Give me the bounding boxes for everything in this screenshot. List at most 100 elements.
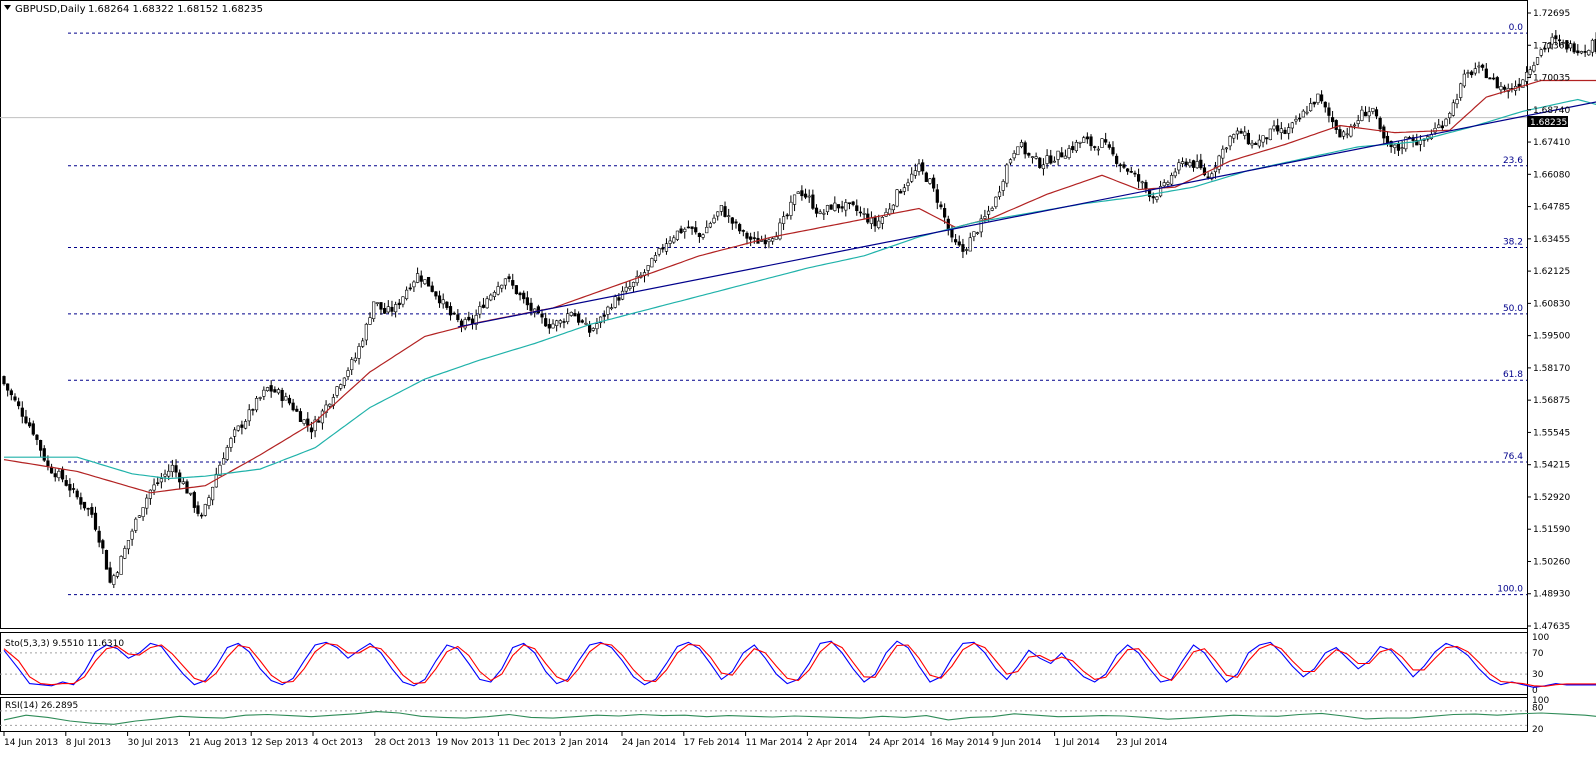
moving-average-teal-line	[4, 98, 1596, 480]
candle-body	[430, 285, 434, 292]
stochastic-tick-label: 70	[1532, 649, 1544, 659]
candle-body	[1455, 99, 1459, 105]
candle-body	[1477, 65, 1481, 68]
candle-body	[448, 306, 453, 316]
candle-body	[840, 206, 844, 209]
candle-body	[459, 320, 464, 326]
candle-body	[800, 190, 804, 197]
candle-body	[1166, 182, 1170, 185]
rsi-title: RSI(14) 26.2895	[5, 701, 78, 711]
candle-body	[522, 292, 526, 300]
candle-body	[928, 178, 932, 184]
candle-body	[192, 492, 196, 508]
candle-body	[306, 418, 310, 426]
candle-body	[566, 313, 570, 323]
candle-body	[1060, 152, 1064, 158]
candle-body	[1287, 127, 1291, 134]
candle-body	[983, 216, 987, 219]
candle-body	[1481, 64, 1485, 68]
candle-body	[1038, 157, 1042, 168]
trendline[interactable]	[457, 95, 1596, 328]
candle-body	[159, 478, 163, 483]
price-tick-label: 1.68740	[1533, 106, 1570, 116]
trendlines[interactable]	[457, 76, 1596, 328]
price-axis: 1.72695 1.71365 1.70035 1.68740 1.67410 1.660…	[1527, 9, 1570, 632]
candle-body	[891, 204, 895, 211]
price-tick-label: 1.55545	[1533, 428, 1570, 438]
price-tick-label: 1.58170	[1533, 364, 1570, 374]
candle-body	[68, 483, 72, 491]
candle-body	[972, 231, 976, 237]
candle-body	[423, 279, 427, 285]
triangle-down-icon[interactable]	[4, 5, 11, 10]
candle-body	[379, 302, 383, 310]
candle-body	[1202, 167, 1207, 176]
candle-body	[957, 241, 961, 246]
candle-body	[511, 280, 515, 286]
candle-body	[141, 507, 145, 517]
fibonacci-levels: 0.0 23.6 38.2 50.0 61.8 76.4 100.0	[68, 23, 1527, 596]
candle-body	[1396, 143, 1401, 151]
candle-body	[814, 207, 819, 214]
candle-body	[1067, 148, 1071, 158]
candle-body	[935, 189, 939, 203]
candle-body	[825, 205, 830, 213]
candle-body	[467, 316, 471, 321]
candle-body	[1374, 109, 1379, 117]
date-tick-label: 23 Jul 2014	[1116, 738, 1167, 748]
candle-body	[796, 191, 800, 194]
candle-body	[664, 243, 669, 252]
price-tick-label: 1.50260	[1533, 557, 1570, 567]
candle-body	[1162, 182, 1166, 187]
date-tick-label: 17 Feb 2014	[684, 738, 740, 748]
candle-body	[302, 419, 306, 424]
price-tick-label: 1.71365	[1533, 41, 1570, 51]
candle-body	[803, 193, 808, 198]
stochastic-tick-label: 30	[1532, 670, 1544, 680]
date-tick-label: 9 Jun 2014	[993, 738, 1042, 748]
candle-body	[104, 549, 109, 570]
candle-body	[13, 396, 17, 401]
candle-body	[397, 302, 401, 306]
candle-body	[1583, 51, 1587, 53]
candle-body	[9, 390, 13, 396]
candle-body	[694, 227, 698, 233]
candle-body	[415, 273, 420, 283]
candle-body	[211, 486, 215, 501]
candle-body	[577, 313, 581, 323]
candle-body	[1499, 86, 1503, 91]
price-tick-label: 1.52920	[1533, 493, 1570, 503]
price-tick-label: 1.47635	[1533, 622, 1570, 632]
candle-body	[291, 402, 295, 411]
candle-body	[906, 182, 910, 186]
candle-body	[1294, 118, 1298, 122]
candle-body	[404, 289, 409, 300]
candle-body	[624, 286, 628, 292]
candle-body	[723, 206, 727, 217]
candle-body	[1543, 47, 1547, 50]
candle-body	[134, 518, 138, 531]
candle-body	[1444, 118, 1448, 127]
candle-body	[262, 389, 266, 397]
date-tick-label: 30 Jul 2013	[128, 738, 179, 748]
candle-body	[1550, 36, 1554, 45]
candle-body	[1257, 139, 1261, 147]
candle-body	[730, 217, 734, 224]
candle-body	[1027, 152, 1031, 156]
fib-level-label: 61.8	[1503, 370, 1523, 380]
candle-body	[1177, 162, 1181, 171]
candle-body	[280, 389, 284, 401]
candle-body	[1041, 164, 1046, 169]
candle-body	[1378, 117, 1382, 130]
candle-body	[705, 226, 709, 234]
fib-level-label: 38.2	[1503, 238, 1523, 248]
candle-body	[1104, 139, 1108, 143]
stochastic-oscillator: 100 70 30 0	[0, 633, 1596, 696]
candle-body	[1034, 156, 1038, 159]
candle-body	[284, 396, 288, 401]
candle-body	[82, 501, 87, 509]
candle-body	[613, 296, 617, 308]
candle-body	[913, 170, 917, 176]
